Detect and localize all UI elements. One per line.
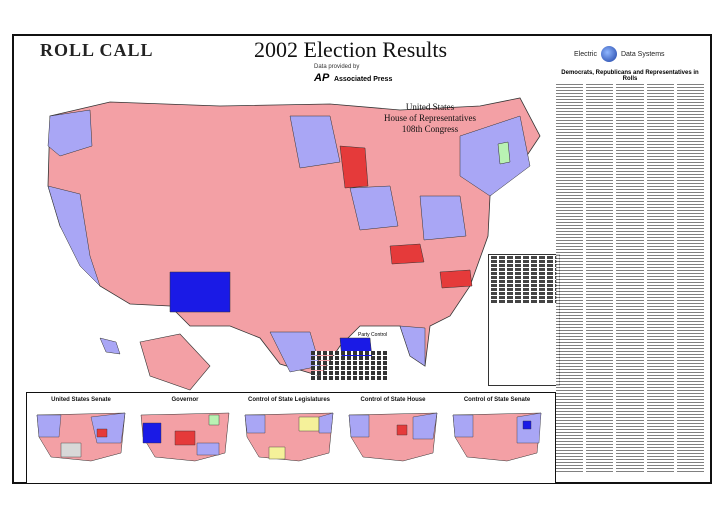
sponsor: Electric Data Systems xyxy=(574,46,665,62)
region-vermont xyxy=(497,141,511,165)
house-label-line-1: United States xyxy=(405,102,455,112)
page-title: 2002 Election Results xyxy=(254,37,448,62)
us-map-svg xyxy=(47,97,541,391)
sidebar-rolls: Democrats, Republicans and Representativ… xyxy=(556,70,705,476)
sidebar-column xyxy=(616,84,644,474)
inset-map xyxy=(244,412,334,462)
ap-logo: AP xyxy=(314,72,330,84)
inset-label: Control of State Legislatures xyxy=(247,397,330,403)
region-midwest-blue xyxy=(349,185,399,231)
inset-map xyxy=(452,412,542,462)
inset-maps: United States Senate Governor Control of… xyxy=(26,392,556,484)
house-label-line-3: 108th Congress xyxy=(401,124,459,134)
globe-icon xyxy=(600,46,617,62)
house-label-line-2: House of Representatives xyxy=(384,113,476,123)
inset-label: Governor xyxy=(171,397,199,403)
delegation-table xyxy=(488,254,560,386)
data-provider-label: Data provided by xyxy=(314,64,360,70)
inset-map xyxy=(348,412,438,462)
region-northeast xyxy=(459,115,531,197)
map-key xyxy=(311,350,387,381)
inset-label: Control of State House xyxy=(360,397,426,403)
us-map xyxy=(20,76,560,396)
region-east-central xyxy=(419,195,467,241)
region-north-carolina xyxy=(439,269,473,289)
alaska xyxy=(139,333,211,391)
region-pacific-nw xyxy=(47,109,93,157)
sponsor-right: Data Systems xyxy=(620,50,665,58)
inset-state-senate: Control of State Senate xyxy=(447,397,547,479)
region-kentucky xyxy=(389,243,425,265)
ap-credit: AP Associated Press xyxy=(314,72,392,84)
sidebar-column xyxy=(676,84,705,474)
region-wisconsin xyxy=(339,145,369,189)
election-poster: ROLL CALL 2002 Election Results Data pro… xyxy=(12,34,712,484)
sidebar-column xyxy=(646,84,674,474)
ap-label: Associated Press xyxy=(333,76,393,83)
region-california xyxy=(47,185,101,287)
sidebar-header: Democrats, Republicans and Representativ… xyxy=(561,70,699,82)
region-minnesota xyxy=(289,115,341,169)
region-new-mexico xyxy=(169,271,231,313)
sponsor-left: Electric xyxy=(574,50,597,58)
inset-governor: Governor xyxy=(135,397,235,479)
inset-label: United States Senate xyxy=(51,397,111,403)
region-florida xyxy=(399,325,426,367)
inset-state-house: Control of State House xyxy=(343,397,443,479)
inset-label: Control of State Senate xyxy=(463,397,531,403)
inset-state-legislatures: Control of State Legislatures xyxy=(239,397,339,479)
party-control-label: Party Control xyxy=(358,332,388,338)
inset-senate: United States Senate xyxy=(31,397,131,479)
masthead: ROLL CALL xyxy=(40,40,154,60)
house-label: United States House of Representatives 1… xyxy=(384,102,476,135)
inset-map xyxy=(140,412,230,462)
hawaii xyxy=(99,337,121,355)
sidebar-column xyxy=(586,84,614,474)
sidebar-column xyxy=(556,84,584,474)
inset-map xyxy=(36,412,126,462)
